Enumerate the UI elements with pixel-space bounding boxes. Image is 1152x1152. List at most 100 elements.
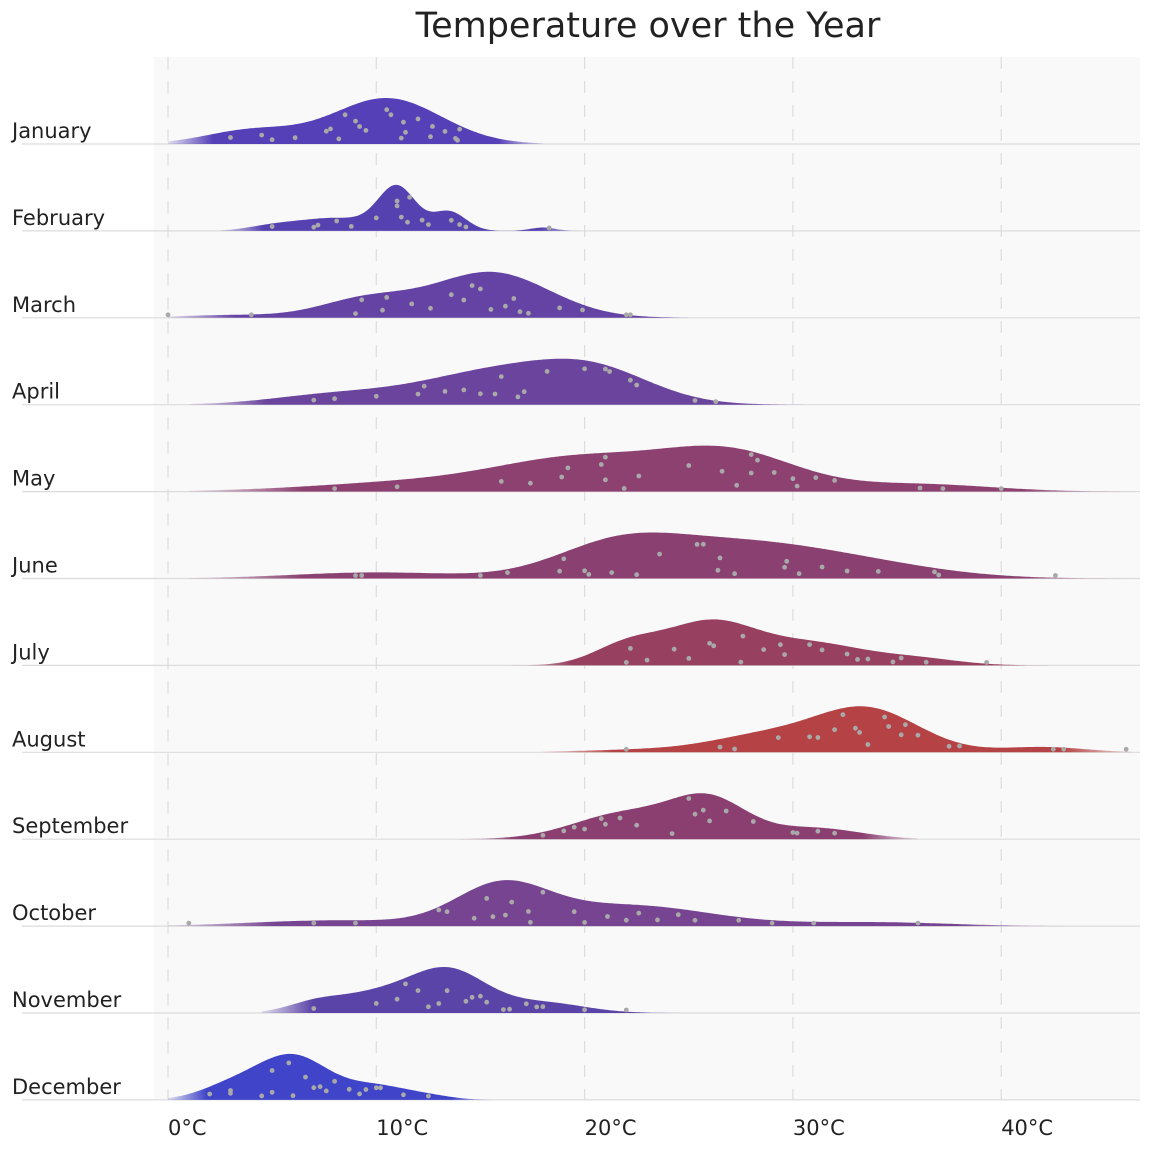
- data-point: [769, 920, 775, 926]
- data-point: [503, 303, 508, 309]
- data-point: [540, 1004, 546, 1010]
- data-point: [426, 1004, 431, 1010]
- data-point: [478, 391, 483, 397]
- density-area: [188, 358, 835, 405]
- data-point: [492, 391, 498, 397]
- data-point: [711, 643, 717, 649]
- data-point: [534, 1004, 540, 1010]
- data-point: [317, 1084, 323, 1090]
- data-point: [461, 387, 467, 393]
- data-point: [398, 214, 404, 220]
- data-point: [388, 112, 394, 118]
- data-point: [478, 286, 483, 292]
- data-point: [544, 369, 550, 374]
- data-point: [582, 920, 587, 925]
- data-point: [657, 551, 662, 557]
- data-point: [165, 312, 171, 318]
- data-point: [609, 570, 615, 575]
- data-point: [813, 475, 819, 480]
- data-point: [463, 224, 469, 230]
- data-point: [323, 1088, 329, 1094]
- data-point: [311, 397, 317, 403]
- data-point: [636, 910, 642, 916]
- data-point: [844, 651, 850, 657]
- month-label: February: [12, 206, 105, 230]
- data-point: [634, 382, 640, 388]
- data-point: [719, 468, 725, 474]
- data-point: [394, 198, 400, 204]
- data-point: [303, 1074, 308, 1080]
- data-point: [373, 215, 379, 221]
- data-point: [540, 889, 546, 895]
- data-point: [1061, 746, 1067, 752]
- data-point: [457, 126, 462, 132]
- data-point: [269, 1068, 275, 1073]
- data-point: [605, 914, 610, 919]
- data-point: [1053, 573, 1058, 578]
- data-point: [421, 383, 427, 389]
- data-point: [607, 369, 612, 374]
- data-point: [490, 914, 496, 920]
- data-point: [334, 218, 340, 224]
- month-label: August: [12, 727, 86, 751]
- data-point: [634, 822, 640, 828]
- data-point: [819, 647, 825, 653]
- data-point: [415, 391, 421, 397]
- density-area: [168, 1053, 491, 1100]
- data-point: [580, 307, 585, 313]
- data-point: [228, 135, 233, 140]
- data-point: [655, 917, 660, 923]
- density-area: [542, 706, 1133, 753]
- month-label: October: [12, 901, 96, 925]
- data-point: [790, 476, 796, 482]
- data-point: [394, 203, 400, 209]
- data-point: [875, 569, 881, 574]
- data-point: [717, 744, 723, 750]
- data-point: [686, 656, 692, 661]
- data-point: [882, 714, 887, 720]
- data-point: [898, 655, 904, 661]
- data-point: [353, 311, 358, 316]
- data-point: [771, 470, 777, 475]
- data-point: [442, 389, 448, 394]
- data-point: [526, 310, 531, 316]
- month-label: September: [12, 814, 128, 838]
- x-tick-label: 0°C: [168, 1116, 207, 1140]
- data-point: [692, 917, 698, 923]
- data-point: [694, 542, 700, 547]
- month-label: December: [12, 1075, 121, 1099]
- data-point: [782, 652, 787, 657]
- data-point: [328, 126, 333, 132]
- data-point: [426, 222, 431, 228]
- data-point: [426, 1093, 431, 1099]
- density-area: [188, 532, 1137, 579]
- data-point: [1050, 746, 1056, 752]
- data-point: [484, 999, 490, 1005]
- data-point: [290, 1093, 296, 1099]
- data-point: [401, 119, 406, 125]
- data-point: [582, 568, 587, 574]
- data-point: [946, 743, 952, 749]
- density-area: [188, 445, 1137, 492]
- data-point: [565, 465, 571, 471]
- data-point: [373, 393, 379, 399]
- x-tick-label: 40°C: [1001, 1116, 1053, 1140]
- data-point: [628, 377, 633, 383]
- ridges: January February March April May June July Augu…: [10, 98, 1140, 1101]
- x-tick-label: 20°C: [585, 1116, 637, 1140]
- data-point: [675, 912, 681, 918]
- data-point: [373, 1001, 379, 1006]
- data-point: [332, 1078, 337, 1084]
- chart-title: Temperature over the Year: [415, 6, 881, 46]
- month-label: April: [12, 380, 60, 404]
- data-point: [455, 137, 460, 143]
- density-area: [220, 184, 585, 231]
- data-point: [636, 473, 642, 479]
- data-point: [353, 920, 358, 926]
- data-point: [415, 116, 421, 122]
- data-point: [315, 222, 321, 228]
- data-point: [430, 124, 435, 129]
- data-point: [521, 389, 527, 395]
- data-point: [363, 1087, 369, 1092]
- data-point: [442, 129, 448, 134]
